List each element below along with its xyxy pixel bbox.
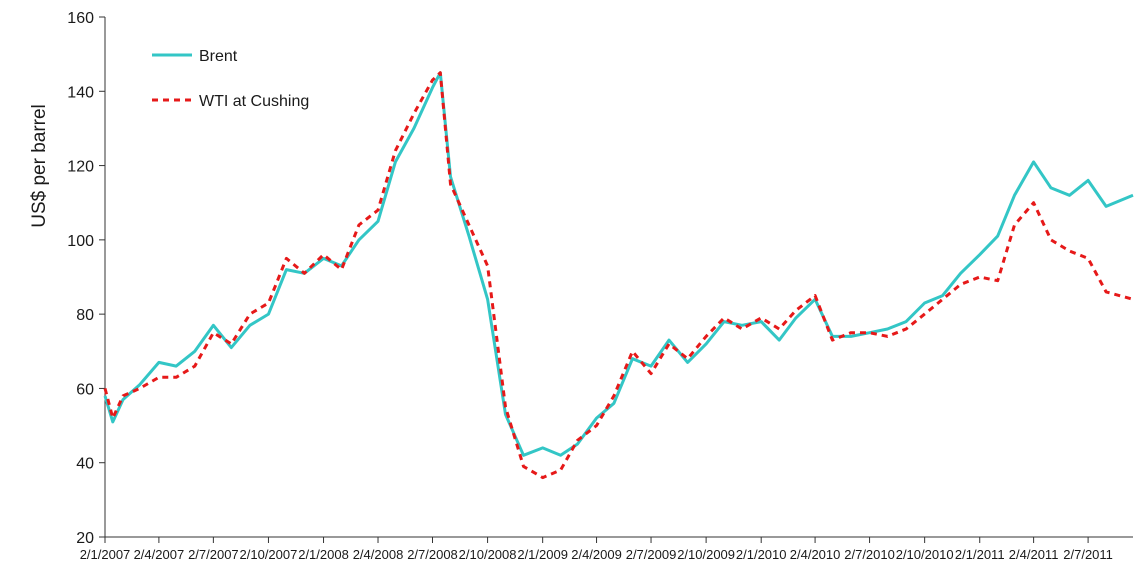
x-axis-ticks: 2/1/2007 2/4/2007 2/7/2007 2/10/2007 2/1/200… [80,537,1113,562]
legend: Brent WTI at Cushing [152,48,309,110]
x-tick-label: 2/10/2008 [459,547,517,562]
x-tick-label: 2/4/2009 [571,547,622,562]
y-tick-label: 80 [76,307,94,324]
y-tick-label: 120 [67,159,94,176]
y-axis-label: US$ per barrel [29,104,50,228]
x-tick-label: 2/7/2007 [188,547,239,562]
x-tick-label: 2/1/2009 [517,547,568,562]
y-tick-label: 100 [67,233,94,250]
series-line-wti [103,71,1134,480]
x-tick-label: 2/7/2010 [844,547,895,562]
x-tick-label: 2/1/2007 [80,547,131,562]
legend-label-wti: WTI at Cushing [199,93,309,110]
x-tick-label: 2/4/2007 [134,547,185,562]
x-tick-label: 2/7/2008 [407,547,458,562]
y-tick-label: 60 [76,381,94,398]
x-tick-label: 2/1/2008 [298,547,349,562]
x-tick-label: 2/10/2010 [896,547,954,562]
x-tick-label: 2/10/2009 [677,547,735,562]
y-tick-label: 40 [76,456,94,473]
legend-label-brent: Brent [199,48,238,65]
x-tick-label: 2/1/2010 [736,547,787,562]
y-tick-label: 140 [67,84,94,101]
x-tick-label: 2/10/2007 [240,547,298,562]
x-tick-label: 2/7/2009 [626,547,677,562]
x-tick-label: 2/1/2011 [955,547,1005,562]
series-layer [103,71,1134,480]
axes [104,17,1133,538]
x-tick-label: 2/4/2011 [1009,547,1059,562]
y-tick-label: 160 [67,10,94,27]
y-axis-ticks: 20 40 60 80 100 120 140 160 [67,10,105,547]
y-tick-label: 20 [76,530,94,547]
x-tick-label: 2/4/2008 [353,547,404,562]
x-tick-label: 2/7/2011 [1063,547,1113,562]
series-line-brent [103,71,1134,457]
x-tick-label: 2/4/2010 [790,547,841,562]
